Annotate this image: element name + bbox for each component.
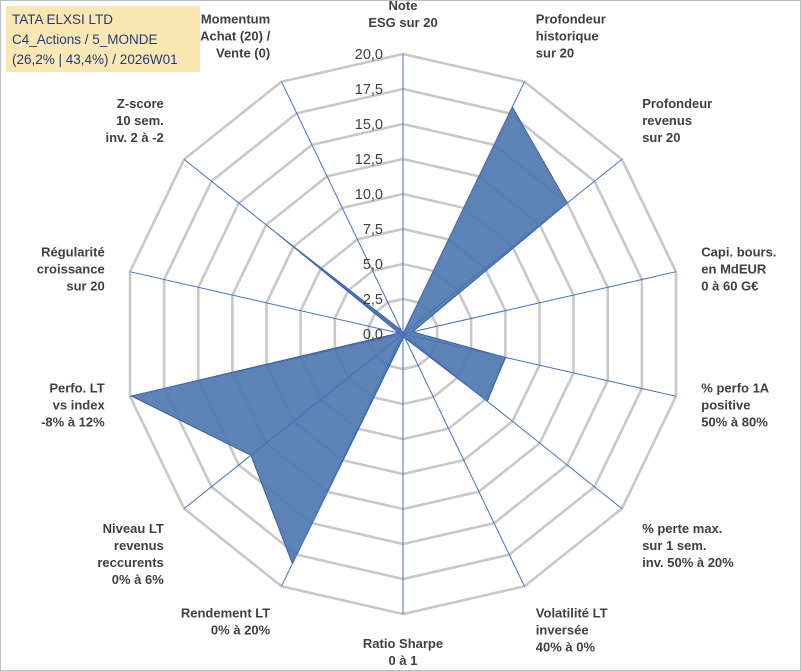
axis-label-line: Volatilité LT [536,606,608,621]
tick-label: 2,5 [363,292,383,308]
axis-spoke-3 [402,159,623,335]
axis-label-line: 0% à 6% [112,572,164,587]
tick-label: 0,0 [363,327,383,343]
axis-label-7: Volatilité LT inversée 40% à 0% [536,606,608,655]
axis-label-2: Profondeur historique sur 20 [536,11,606,60]
axis-label-line: 0% à 20% [211,623,271,638]
axis-label-13: Z-score 10 sem. inv. 2 à -2 [106,96,164,145]
axis-spoke-4 [402,271,677,335]
axis-label-line: Capi. bours. [701,244,776,259]
axis-label-line: 0 à 60 G€ [701,278,758,293]
axis-label-line: 40% à 0% [536,640,596,655]
axis-label-line: sur 1 sem. [642,538,706,553]
tick-label: 5,0 [363,257,383,273]
axis-label-14: Momentum Achat (20) / Vente (0) [200,11,270,60]
axis-spoke-13 [183,159,404,335]
axis-label-10: Niveau LT revenus reccurents 0% à 6% [97,521,164,587]
axis-label-line: Rendement LT [181,606,270,621]
axis-label-line: % perfo 1A [701,381,770,396]
axis-spoke-11 [129,333,404,397]
axis-label-9: Rendement LT 0% à 20% [181,606,271,638]
axis-label-5: % perfo 1A positive 50% à 80% [701,381,770,430]
axis-label-1: Note ESG sur 20 [368,0,437,30]
axis-spoke-7 [402,333,525,587]
axis-spoke-2 [402,81,525,335]
axis-label-line: Achat (20) / [200,28,270,43]
axis-label-line: ESG sur 20 [368,15,437,30]
axis-label-line: en MdEUR [701,261,767,276]
axis-label-line: inv. 2 à -2 [106,130,164,145]
axis-label-line: 50% à 80% [701,415,768,430]
axis-label-3: Profondeur revenus sur 20 [642,96,712,145]
tick-label: 15,0 [355,117,383,133]
axis-spoke-9 [281,333,404,587]
axis-spoke-5 [402,333,677,397]
axis-label-line: vs index [53,398,106,413]
axis-label-line: sur 20 [536,45,574,60]
axis-label-line: historique [536,28,599,43]
axis-label-line: Profondeur [536,11,606,26]
axis-label-line: revenus [114,538,164,553]
tick-label: 10,0 [355,187,383,203]
axis-label-12: Régularité croissance sur 20 [37,244,105,293]
chart-title-box: TATA ELXSI LTD C4_Actions / 5_MONDE (26,… [6,6,200,72]
axis-spoke-10 [183,333,404,509]
axis-label-line: % perte max. [642,521,722,536]
period-label: (26,2% | 43,4%) / 2026W01 [12,52,178,67]
tick-label: 17,5 [355,82,383,98]
axis-label-8: Ratio Sharpe 0 à 1 [363,636,443,668]
axis-label-line: Niveau LT [103,521,164,536]
axis-label-line: Régularité [41,244,105,259]
axis-spoke-6 [402,333,623,509]
axis-label-line: inversée [536,623,589,638]
axis-label-line: Note [389,0,418,13]
axis-label-line: sur 20 [66,278,104,293]
axis-label-line: Ratio Sharpe [363,636,443,651]
company-name: TATA ELXSI LTD [12,12,114,27]
axis-label-4: Capi. bours. en MdEUR 0 à 60 G€ [701,244,776,293]
axis-label-line: sur 20 [642,130,680,145]
axis-label-line: 0 à 1 [389,653,418,668]
axis-label-line: 10 sem. [116,113,164,128]
axis-label-line: Perfo. LT [49,381,104,396]
tick-label: 20,0 [355,47,383,63]
axis-label-line: croissance [37,261,105,276]
axis-label-line: revenus [642,113,692,128]
axis-label-line: Vente (0) [216,45,270,60]
axis-label-line: Momentum [201,11,270,26]
portfolio-label: C4_Actions / 5_MONDE [12,32,158,47]
axis-label-line: positive [701,398,750,413]
axis-label-line: inv. 50% à 20% [642,555,734,570]
axis-label-line: -8% à 12% [41,415,105,430]
tick-label: 12,5 [355,152,383,168]
axis-spoke-12 [129,271,404,335]
axis-label-line: Z-score [117,96,164,111]
axis-label-line: reccurents [97,555,163,570]
axis-label-11: Perfo. LT vs index -8% à 12% [41,381,105,430]
axis-label-6: % perte max. sur 1 sem. inv. 50% à 20% [642,521,734,570]
axis-label-line: Profondeur [642,96,712,111]
data-area [129,105,568,565]
axis-spoke-14 [281,81,404,335]
tick-label: 7,5 [363,222,383,238]
